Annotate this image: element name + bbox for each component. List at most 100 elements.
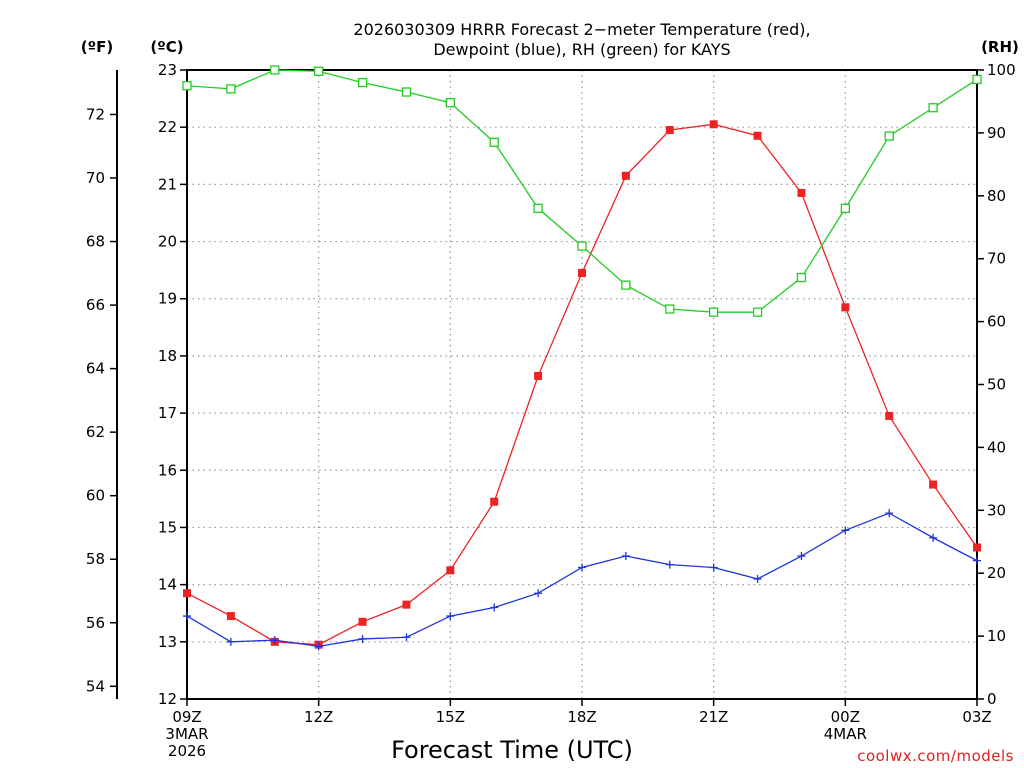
rh-tick-label: 0 bbox=[987, 690, 997, 708]
dewpoint-point bbox=[621, 552, 630, 561]
rh-point bbox=[182, 81, 192, 91]
rh-tick-label: 30 bbox=[987, 501, 1006, 519]
chart-title-line-1: 2026030309 HRRR Forecast 2−meter Tempera… bbox=[353, 20, 810, 39]
fahrenheit-tick-label: 56 bbox=[86, 614, 105, 632]
axes bbox=[116, 69, 978, 700]
celsius-tick-label: 18 bbox=[158, 347, 177, 365]
dewpoint-point bbox=[753, 574, 762, 583]
celsius-tick-label: 13 bbox=[158, 633, 177, 651]
axis-ticks: 12 13 14 15 16 17 18 19 20 21 22 23 54 56 58 60 62 64 66 68… bbox=[86, 61, 1016, 760]
fahrenheit-tick-label: 72 bbox=[86, 105, 105, 123]
rh-point bbox=[972, 74, 982, 85]
rh-point bbox=[709, 307, 719, 317]
fahrenheit-tick-label: 68 bbox=[86, 233, 105, 251]
rh-point bbox=[577, 241, 587, 251]
x-tick-label: 09Z bbox=[172, 708, 201, 726]
celsius-tick-label: 21 bbox=[158, 175, 177, 193]
temperature-point bbox=[490, 497, 499, 506]
temperature-point bbox=[578, 268, 586, 277]
rh-point bbox=[445, 98, 455, 108]
celsius-tick-label: 22 bbox=[158, 118, 177, 136]
dewpoint-point bbox=[183, 612, 191, 621]
celsius-tick-label: 15 bbox=[158, 518, 177, 536]
fahrenheit-tick-label: 60 bbox=[86, 487, 105, 505]
rh-tick-label: 40 bbox=[987, 438, 1006, 456]
dewpoint-point bbox=[797, 552, 806, 561]
celsius-tick-label: 17 bbox=[158, 404, 177, 422]
x-tick-year-label: 2026 bbox=[168, 742, 206, 760]
dewpoint-series bbox=[183, 509, 981, 651]
temperature-point bbox=[621, 171, 630, 180]
source-credit: coolwx.com/models bbox=[857, 747, 1014, 765]
dewpoint-point bbox=[841, 526, 850, 535]
temperature-point bbox=[665, 126, 674, 135]
celsius-tick-label: 19 bbox=[158, 290, 177, 308]
rh-point bbox=[796, 272, 807, 283]
rh-point bbox=[621, 280, 631, 290]
dewpoint-point bbox=[578, 563, 586, 572]
rh-tick-label: 90 bbox=[987, 124, 1006, 142]
grid-lines bbox=[186, 69, 978, 700]
x-tick-label: 03Z bbox=[962, 708, 991, 726]
celsius-tick-label: 12 bbox=[158, 690, 177, 708]
temperature-point bbox=[973, 543, 981, 552]
x-tick-label: 18Z bbox=[567, 708, 596, 726]
chart-title-line-2: Dewpoint (blue), RH (green) for KAYS bbox=[433, 40, 730, 59]
rh-series bbox=[182, 65, 982, 317]
rh-point bbox=[533, 203, 543, 214]
celsius-tick-label: 16 bbox=[158, 461, 177, 479]
dewpoint-point bbox=[314, 642, 323, 651]
x-tick-label: 12Z bbox=[304, 708, 333, 726]
temperature-point bbox=[885, 411, 894, 420]
rh-point bbox=[270, 65, 280, 75]
x-tick-date-label: 4MAR bbox=[824, 725, 867, 743]
temperature-point bbox=[534, 371, 543, 380]
rh-tick-label: 70 bbox=[987, 250, 1006, 268]
rh-point bbox=[928, 103, 938, 113]
x-tick-label: 15Z bbox=[436, 708, 465, 726]
dewpoint-point bbox=[446, 612, 455, 621]
rh-unit-label: (RH) bbox=[981, 38, 1019, 56]
rh-point bbox=[357, 77, 368, 88]
rh-tick-label: 100 bbox=[987, 61, 1016, 79]
rh-tick-label: 10 bbox=[987, 627, 1006, 645]
x-tick-date-label: 3MAR bbox=[165, 725, 208, 743]
temperature-point bbox=[929, 480, 938, 489]
temperature-point bbox=[841, 303, 850, 312]
celsius-tick-label: 14 bbox=[158, 576, 177, 594]
rh-tick-label: 80 bbox=[987, 187, 1006, 205]
dewpoint-point bbox=[885, 509, 894, 518]
dewpoint-point bbox=[358, 634, 367, 643]
fahrenheit-tick-label: 64 bbox=[86, 360, 105, 378]
rh-point bbox=[314, 66, 324, 76]
temperature-point bbox=[402, 600, 411, 609]
dewpoint-point bbox=[270, 636, 279, 645]
fahrenheit-tick-label: 54 bbox=[86, 677, 105, 695]
celsius-tick-label: 23 bbox=[158, 61, 177, 79]
fahrenheit-tick-label: 62 bbox=[86, 423, 105, 441]
dewpoint-point bbox=[402, 633, 411, 642]
rh-point bbox=[489, 137, 499, 147]
x-tick-label: 00Z bbox=[831, 708, 860, 726]
fahrenheit-tick-label: 58 bbox=[86, 550, 105, 568]
temperature-point bbox=[446, 566, 455, 575]
temperature-point bbox=[183, 589, 191, 598]
temperature-point bbox=[797, 188, 806, 197]
dewpoint-point bbox=[709, 563, 718, 572]
temperature-point bbox=[358, 617, 367, 626]
rh-tick-label: 50 bbox=[987, 376, 1006, 394]
rh-tick-label: 20 bbox=[987, 564, 1006, 582]
dewpoint-point bbox=[226, 637, 235, 646]
fahrenheit-unit-label: (ºF) bbox=[81, 38, 113, 56]
x-tick-label: 21Z bbox=[699, 708, 728, 726]
rh-point bbox=[752, 307, 763, 317]
temperature-point bbox=[709, 120, 718, 129]
dewpoint-point bbox=[929, 533, 938, 542]
dewpoint-point bbox=[973, 556, 981, 565]
x-axis-label: Forecast Time (UTC) bbox=[391, 736, 633, 764]
rh-point bbox=[226, 84, 236, 94]
fahrenheit-tick-label: 70 bbox=[86, 169, 105, 187]
dewpoint-point bbox=[534, 589, 543, 598]
rh-tick-label: 60 bbox=[987, 313, 1006, 331]
